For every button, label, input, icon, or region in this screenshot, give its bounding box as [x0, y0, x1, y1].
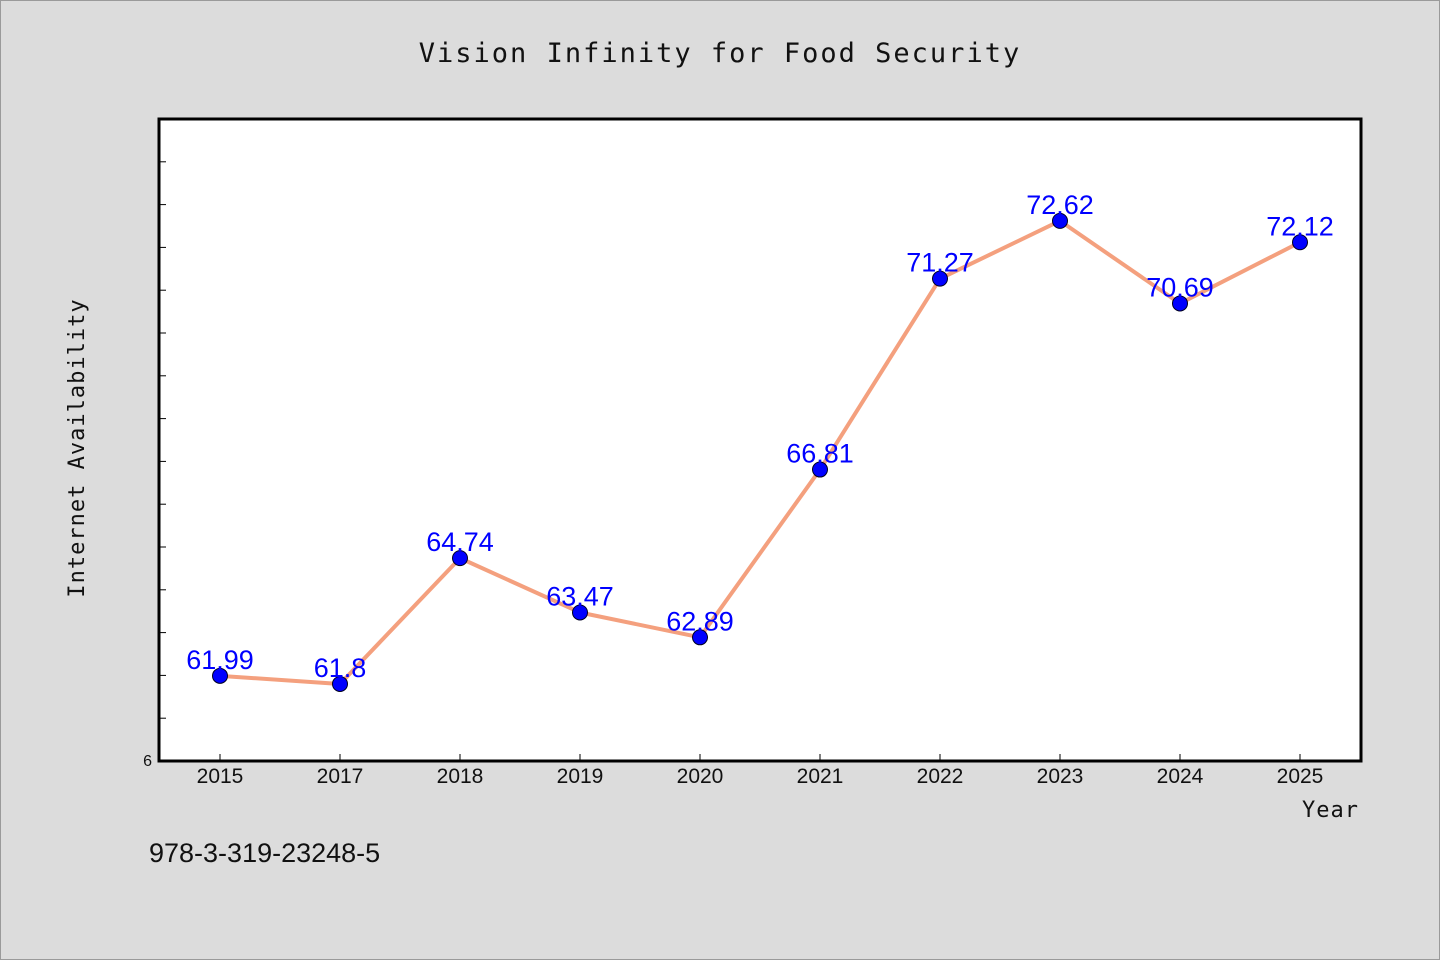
data-label: 62.89	[666, 606, 734, 636]
data-label: 72.62	[1026, 190, 1094, 220]
x-tick-label: 2021	[797, 765, 844, 788]
data-label: 71.27	[906, 248, 974, 278]
data-point	[812, 461, 828, 478]
data-point	[452, 550, 468, 567]
data-point	[572, 604, 588, 621]
data-label: 64.74	[426, 527, 494, 557]
data-label: 70.69	[1146, 272, 1214, 302]
y-tick-label: 6	[143, 753, 152, 770]
data-point	[932, 270, 948, 287]
data-label: 61.99	[186, 645, 254, 675]
y-axis-label: Internet Availability	[65, 298, 90, 597]
data-label: 66.81	[786, 439, 854, 469]
x-axis-ticks: 2015 2017 2018 2019 2020 2021 2022 2023 2024 2025	[197, 754, 1324, 788]
data-point	[332, 675, 348, 692]
x-tick-label: 2018	[437, 765, 484, 788]
footer-code: 978-3-319-23248-5	[149, 838, 380, 868]
x-tick-label: 2020	[677, 765, 724, 788]
chart-title: Vision Infinity for Food Security	[419, 38, 1021, 69]
y-axis-ticks	[159, 161, 166, 719]
x-tick-label: 2017	[317, 765, 364, 788]
data-points	[212, 212, 1308, 692]
x-tick-label: 2015	[197, 765, 244, 788]
data-label: 61.8	[314, 653, 367, 683]
data-point	[1292, 234, 1308, 251]
x-axis-label: Year	[1302, 798, 1359, 823]
x-tick-label: 2025	[1277, 765, 1324, 788]
x-tick-label: 2019	[557, 765, 604, 788]
data-point	[1052, 212, 1068, 229]
data-label: 63.47	[546, 581, 614, 611]
data-point	[692, 629, 708, 646]
plot-area	[157, 117, 1363, 763]
x-tick-label: 2023	[1037, 765, 1084, 788]
x-tick-label: 2024	[1157, 765, 1204, 788]
data-point	[212, 667, 228, 684]
series-line	[218, 218, 1302, 686]
data-point	[1172, 295, 1188, 312]
x-tick-label: 2022	[917, 765, 964, 788]
data-label: 72.12	[1266, 211, 1334, 241]
data-labels: 61.99 61.8 64.74 63.47 62.89 66.81 71.27 72.62 7…	[186, 190, 1334, 683]
